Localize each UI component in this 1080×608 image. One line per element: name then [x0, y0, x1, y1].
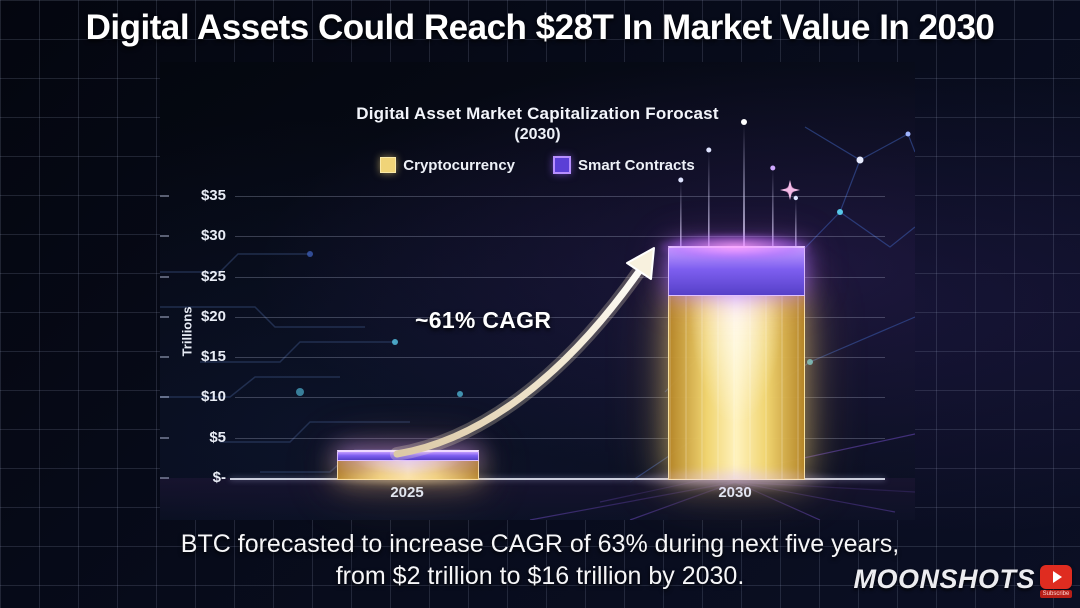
legend-label: Smart Contracts: [578, 156, 695, 174]
subscribe-label: Subscribe: [1040, 590, 1072, 598]
bar-base-glow: [630, 466, 840, 492]
legend-item-smart-contracts: Smart Contracts: [553, 156, 695, 174]
gridline: [235, 236, 885, 238]
caption-line-1: BTC forecasted to increase CAGR of 63% d…: [180, 530, 900, 558]
y-axis-tick: [160, 275, 169, 278]
gridline: [235, 196, 885, 197]
caption: BTC forecasted to increase CAGR of 63% d…: [0, 528, 1080, 592]
youtube-subscribe-badge: Subscribe: [1040, 561, 1072, 598]
bar-2025-smart-contracts: [337, 449, 479, 461]
y-tick-label: $20: [200, 307, 226, 325]
channel-watermark: MOONSHOTS Subscribe: [853, 561, 1072, 598]
bar-top-glow: [660, 234, 810, 260]
small-bar-base-glow: [320, 470, 500, 488]
cryptocurrency-swatch-icon: [380, 157, 397, 173]
sparkle-icon: [780, 180, 800, 200]
y-tick-label: $5: [209, 428, 226, 446]
x-tick-label: 2025: [390, 484, 424, 501]
y-axis-tick: [160, 356, 169, 359]
y-tick-label: $10: [200, 388, 226, 406]
page-title: Digital Assets Could Reach $28T In Marke…: [85, 8, 995, 47]
legend-label: Cryptocurrency: [403, 156, 515, 174]
smart-contracts-swatch-icon: [553, 156, 571, 174]
bar-2030-cryptocurrency: [667, 292, 805, 480]
y-axis-tick: [160, 315, 169, 318]
y-axis-tick: [160, 195, 169, 197]
y-axis-tick: [160, 235, 169, 238]
legend-item-cryptocurrency: Cryptocurrency: [380, 156, 515, 174]
x-axis-baseline: [230, 478, 885, 480]
y-tick-label: $35: [200, 187, 226, 204]
y-axis-title: Trillions: [179, 306, 195, 357]
y-tick-label: $15: [200, 348, 226, 366]
chart-panel: Digital Asset Market Capitalization Foro…: [160, 62, 915, 520]
y-axis-tick: [160, 436, 169, 439]
y-axis-tick: [160, 477, 169, 479]
y-tick-label: $-: [212, 469, 226, 486]
cagr-annotation: ~61% CAGR: [415, 307, 552, 333]
youtube-play-icon: [1040, 565, 1072, 589]
channel-name: MOONSHOTS: [853, 564, 1035, 594]
y-tick-label: $25: [200, 267, 226, 285]
y-tick-label: $30: [200, 227, 226, 245]
chart-title: Digital Asset Market Capitalization Foro…: [356, 104, 719, 123]
chart-subtitle: (2030): [514, 126, 561, 143]
legend: Cryptocurrency Smart Contracts: [160, 156, 915, 174]
y-axis-tick: [160, 396, 169, 399]
caption-line-2: from $2 trillion to $16 trillion by 2030…: [335, 562, 745, 590]
light-beams: [678, 119, 798, 252]
